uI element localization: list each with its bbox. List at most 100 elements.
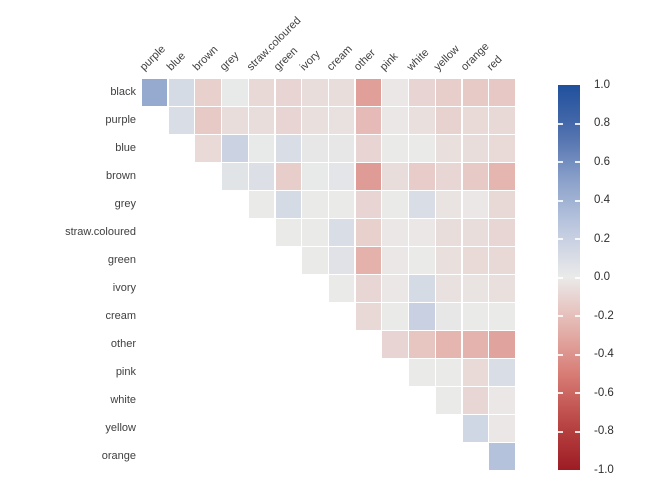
heatmap-cell: [195, 79, 221, 106]
column-label-ivory: ivory: [298, 48, 324, 74]
heatmap-cell: [462, 331, 488, 358]
heatmap-cell: [328, 135, 355, 162]
heatmap-cell: [275, 135, 301, 162]
heatmap-cell: [275, 107, 301, 134]
heatmap-cell: [355, 303, 382, 330]
heatmap-cell: [489, 359, 515, 386]
heatmap-cell: [328, 163, 355, 190]
colorbar-tick: [558, 122, 563, 125]
heatmap-cell: [328, 275, 355, 302]
column-label-other: other: [351, 47, 378, 74]
colorbar-tick: [575, 392, 580, 394]
heatmap-cell: [462, 135, 488, 162]
heatmap-cell: [355, 191, 382, 218]
heatmap-cell: [248, 163, 275, 190]
colorbar-tick: [575, 315, 580, 317]
heatmap-cell: [409, 163, 435, 190]
colorbar-gradient: [558, 85, 580, 470]
column-label-blue: blue: [164, 50, 188, 74]
colorbar-tick: [575, 430, 580, 433]
colorbar-tick-label: 1.0: [594, 78, 610, 91]
colorbar-tick: [575, 199, 580, 202]
colorbar-tick-label: 0.4: [594, 194, 610, 206]
heatmap-cell: [462, 191, 488, 218]
heatmap-cell: [489, 415, 515, 442]
column-label-brown: brown: [191, 43, 221, 74]
heatmap-cell: [302, 107, 328, 134]
heatmap-cell: [409, 247, 435, 274]
row-label-other: other: [110, 338, 136, 350]
heatmap-cell: [462, 247, 488, 274]
heatmap-cell: [435, 359, 462, 386]
row-label-blue: blue: [115, 142, 136, 154]
colorbar-tick-label: 0.8: [594, 117, 610, 129]
heatmap-cell: [355, 107, 382, 134]
row-label-pink: pink: [115, 366, 136, 378]
heatmap-cell: [355, 247, 382, 274]
heatmap-cell: [382, 107, 408, 134]
colorbar-tick: [558, 315, 563, 317]
column-label-grey: grey: [217, 49, 242, 74]
heatmap-cell: [275, 191, 301, 218]
heatmap-cell: [435, 191, 462, 218]
heatmap-cell: [489, 107, 515, 134]
heatmap-cell: [489, 275, 515, 302]
colorbar: [558, 85, 580, 470]
heatmap-cell: [462, 303, 488, 330]
colorbar-tick-label: 0.2: [594, 232, 610, 245]
heatmap-cell: [328, 79, 355, 106]
heatmap-cell: [302, 79, 328, 106]
row-label-cream: cream: [105, 310, 136, 322]
heatmap-cell: [435, 163, 462, 190]
row-label-black: black: [110, 86, 136, 98]
heatmap-cell: [435, 275, 462, 302]
heatmap-cell: [462, 415, 488, 442]
heatmap-cell: [328, 219, 355, 246]
heatmap-cell: [142, 79, 168, 106]
colorbar-tick-label: -0.6: [594, 386, 614, 399]
colorbar-tick: [575, 122, 580, 125]
heatmap-cell: [409, 79, 435, 106]
colorbar-tick: [558, 430, 563, 433]
heatmap-cell: [409, 359, 435, 386]
row-label-grey: grey: [114, 198, 136, 210]
heatmap-cell: [489, 135, 515, 162]
colorbar-tick: [575, 161, 580, 163]
heatmap-cell: [222, 79, 248, 106]
heatmap-cell: [409, 135, 435, 162]
heatmap-cell: [489, 191, 515, 218]
heatmap-cell: [382, 219, 408, 246]
column-label-purple: purple: [137, 43, 168, 74]
heatmap-cell: [328, 191, 355, 218]
heatmap-cell: [382, 303, 408, 330]
row-label-straw.coloured: straw.coloured: [65, 226, 136, 238]
heatmap-cell: [462, 107, 488, 134]
heatmap-cell: [302, 135, 328, 162]
column-label-red: red: [485, 53, 505, 74]
heatmap-cell: [409, 219, 435, 246]
heatmap-cell: [435, 331, 462, 358]
heatmap-cell: [435, 135, 462, 162]
heatmap-cell: [489, 219, 515, 246]
colorbar-tick: [558, 238, 563, 240]
colorbar-tick-label: -0.8: [594, 425, 614, 437]
heatmap-cell: [222, 163, 248, 190]
heatmap-cell: [489, 79, 515, 106]
heatmap-cell: [382, 163, 408, 190]
colorbar-tick: [558, 276, 563, 279]
heatmap-cell: [489, 443, 515, 470]
heatmap-cell: [489, 387, 515, 414]
colorbar-tick-label: 0.0: [594, 271, 610, 283]
heatmap-cell: [222, 107, 248, 134]
heatmap-cell: [302, 163, 328, 190]
column-label-white: white: [404, 46, 432, 74]
colorbar-tick: [558, 199, 563, 202]
heatmap-cell: [275, 163, 301, 190]
heatmap-cell: [435, 247, 462, 274]
heatmap-cell: [275, 219, 301, 246]
heatmap-cell: [302, 219, 328, 246]
heatmap-cell: [355, 79, 382, 106]
heatmap-cell: [382, 191, 408, 218]
colorbar-tick-label: -0.4: [594, 348, 614, 360]
heatmap-cell: [248, 107, 275, 134]
